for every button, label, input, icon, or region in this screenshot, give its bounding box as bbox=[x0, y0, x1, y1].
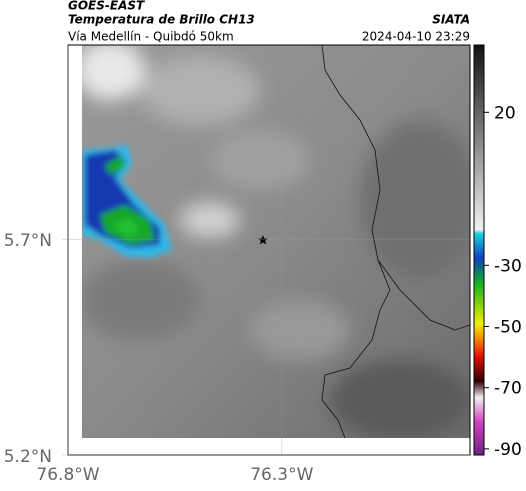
subtitle: Vía Medellín - Quibdó 50km bbox=[68, 30, 234, 44]
lon-tick-label: 76.3°W bbox=[250, 465, 313, 485]
brand: SIATA bbox=[432, 13, 470, 27]
product: GOES-EAST bbox=[68, 0, 145, 13]
lat-tick-label: 5.7°N bbox=[4, 231, 52, 251]
colorbar-tick-label: -50 bbox=[494, 317, 522, 337]
timestamp: 2024-04-10 23:29 bbox=[362, 30, 470, 44]
lon-tick-label: 76.8°W bbox=[36, 465, 99, 485]
lat-tick-label: 5.2°N bbox=[4, 447, 52, 467]
location-marker bbox=[258, 235, 268, 245]
colorbar-tick-label: -90 bbox=[494, 440, 522, 460]
colorbar-tick-label: -70 bbox=[494, 379, 522, 399]
colorbar-tick-label: -30 bbox=[494, 256, 522, 276]
satellite-image bbox=[82, 45, 470, 438]
title: Temperatura de Brillo CH13 bbox=[68, 13, 255, 27]
colorbar bbox=[473, 44, 485, 456]
colorbar-tick-label: 20 bbox=[494, 103, 516, 123]
